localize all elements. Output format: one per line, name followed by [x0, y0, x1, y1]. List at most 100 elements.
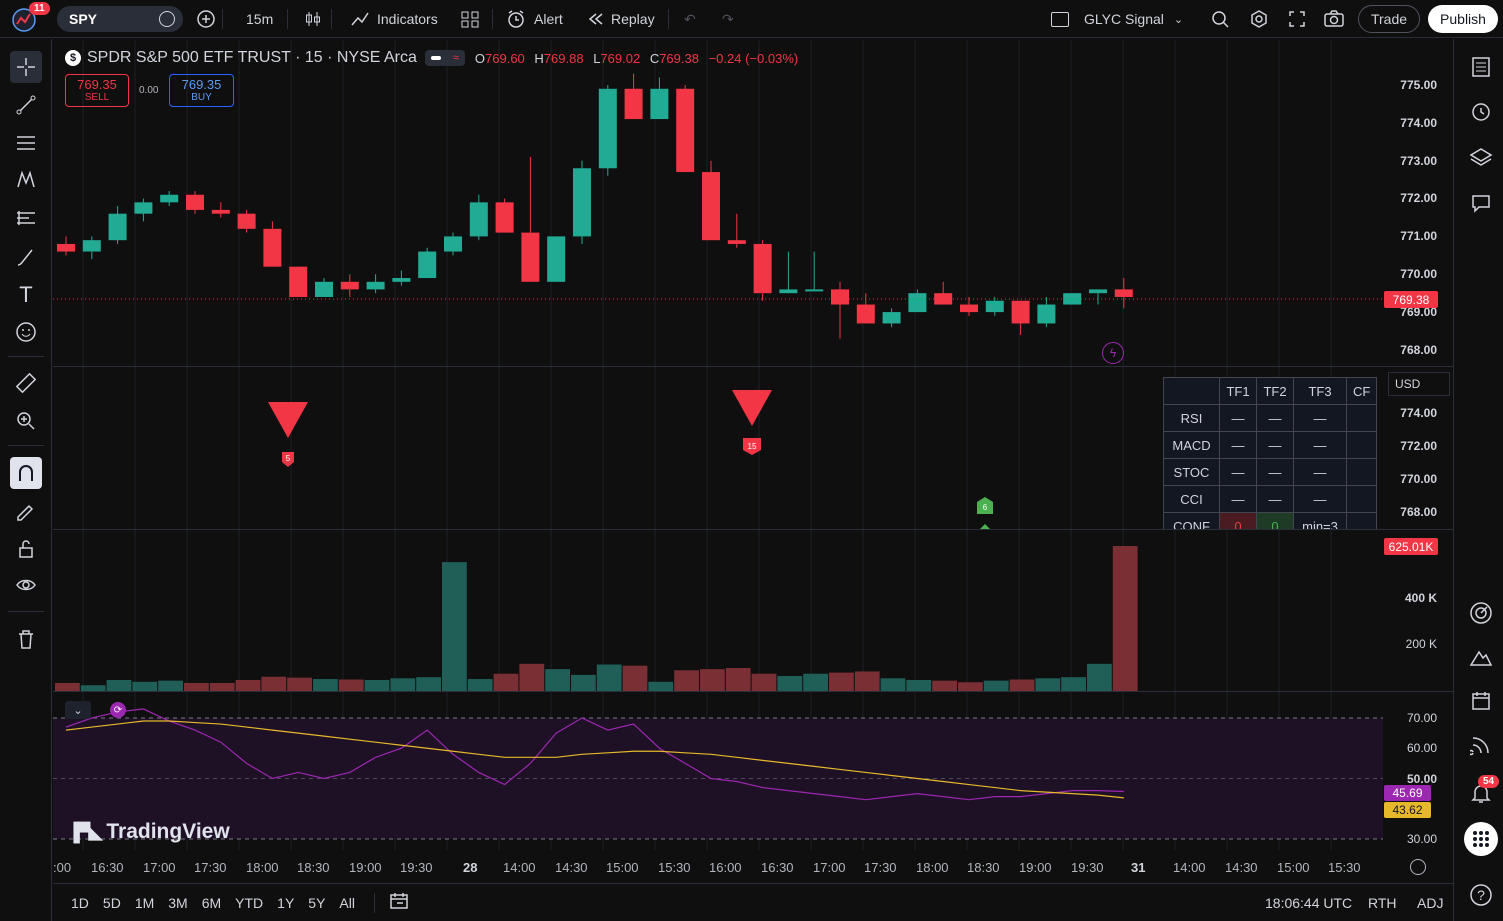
brush-icon[interactable] — [10, 241, 42, 273]
range-1m-button[interactable]: 1M — [134, 894, 155, 911]
sell-signal-count: 5 — [286, 454, 291, 463]
publish-button[interactable]: Publish — [1428, 5, 1498, 33]
buy-button[interactable]: 769.35 BUY — [169, 74, 234, 107]
session-toggle[interactable]: RTH — [1368, 894, 1397, 911]
table-row: RSI — — — — [1163, 404, 1378, 432]
table-row: STOC — — — — [1163, 458, 1378, 486]
table-cell: 0 — [1256, 512, 1294, 529]
lock-drawing-icon[interactable] — [10, 495, 42, 527]
table-header: TF3 — [1293, 377, 1347, 405]
ideas-mountain-icon[interactable] — [1467, 643, 1495, 671]
layers-icon[interactable] — [1467, 143, 1495, 171]
calendar-icon[interactable] — [1467, 687, 1495, 715]
candle-body — [263, 228, 282, 267]
magnet-icon[interactable] — [10, 457, 42, 489]
candle-body — [856, 304, 875, 324]
lightning-icon[interactable]: ϟ — [1102, 342, 1124, 364]
trend-line-icon[interactable] — [10, 89, 42, 121]
redo-icon[interactable]: ↷ — [722, 10, 734, 27]
candle-body — [1089, 289, 1107, 294]
ruler-icon[interactable] — [10, 367, 42, 399]
indicators-icon — [351, 12, 369, 26]
candle-body — [495, 202, 514, 233]
symbol-info-icon[interactable] — [159, 11, 175, 27]
layout-select[interactable]: GLYC Signal ⌄ — [1051, 0, 1183, 38]
fib-icon[interactable] — [10, 202, 42, 234]
unlock-icon[interactable] — [10, 533, 42, 565]
currency-select[interactable]: USD — [1388, 372, 1450, 396]
templates-grid-icon[interactable] — [460, 0, 480, 38]
table-cell: min=3 — [1293, 512, 1347, 529]
user-avatar-icon[interactable] — [10, 4, 40, 34]
visibility-toggle[interactable]: ≈ — [424, 50, 465, 66]
pattern-icon[interactable] — [10, 164, 42, 196]
range-6m-button[interactable]: 6M — [201, 894, 222, 911]
range-ytd-button[interactable]: YTD — [235, 894, 264, 911]
help-icon[interactable]: ? — [1467, 881, 1495, 909]
symbol-search[interactable]: SPY — [57, 6, 183, 32]
broadcast-icon[interactable] — [1467, 731, 1495, 759]
range-all-button[interactable]: All — [339, 894, 355, 911]
volume-bar — [80, 685, 106, 691]
volume-bar — [442, 562, 467, 691]
time-tick: 28 — [463, 860, 478, 875]
candle-body — [392, 278, 411, 282]
table-cell: STOC — [1163, 458, 1220, 486]
compare-add-icon[interactable] — [196, 0, 216, 38]
collapse-pane-icon[interactable]: ⌄ — [65, 701, 91, 719]
volume-bar — [674, 670, 699, 691]
rsi-tick: 70.00 — [1406, 711, 1437, 725]
date-range-icon[interactable] — [389, 892, 409, 913]
chart-area[interactable]: $ SPDR S&P 500 ETF TRUST · 15 · NYSE Arc… — [53, 40, 1453, 882]
emoji-icon[interactable] — [10, 316, 42, 348]
rsi-line — [65, 708, 1124, 801]
interval-button[interactable]: 15m — [246, 11, 274, 27]
candle-style-icon[interactable] — [303, 0, 323, 38]
axis-settings-icon[interactable] — [1410, 859, 1426, 875]
range-5d-button[interactable]: 5D — [102, 894, 121, 911]
sell-button[interactable]: 769.35 SELL — [65, 74, 129, 107]
volume-bar — [932, 680, 957, 691]
eye-icon[interactable] — [10, 569, 42, 601]
time-tick: 19:00 — [349, 860, 382, 875]
sync-icon[interactable]: ⟳ — [110, 702, 126, 718]
candle-body — [108, 213, 127, 241]
range-3m-button[interactable]: 3M — [168, 894, 188, 911]
text-tool-icon[interactable]: T — [19, 282, 33, 307]
apps-grid-icon[interactable] — [1464, 822, 1498, 856]
range-1d-button[interactable]: 1D — [71, 894, 89, 911]
alert-button[interactable]: Alert — [506, 0, 563, 38]
indicators-button[interactable]: Indicators — [350, 0, 438, 38]
quick-search-icon[interactable] — [1210, 0, 1230, 38]
candle-body — [779, 289, 798, 294]
replay-button[interactable]: Replay — [587, 0, 655, 38]
camera-snapshot-icon[interactable] — [1323, 0, 1345, 38]
horizontal-lines-icon[interactable] — [10, 127, 42, 159]
zoom-in-icon[interactable] — [10, 405, 42, 437]
volume-bar — [983, 680, 1009, 691]
symbol-title: SPDR S&P 500 ETF TRUST · 15 · NYSE Arca — [87, 49, 417, 66]
candle-body — [1011, 300, 1030, 324]
trash-icon[interactable] — [10, 623, 42, 655]
settings-gear-icon[interactable] — [1249, 0, 1269, 38]
table-cell — [1345, 458, 1378, 486]
watchlist-icon[interactable] — [1467, 53, 1495, 81]
crosshair-icon[interactable] — [10, 51, 42, 83]
undo-icon[interactable]: ↶ — [684, 10, 696, 27]
trade-button[interactable]: Trade — [1358, 5, 1420, 33]
fullscreen-icon[interactable] — [1287, 0, 1307, 38]
alerts-clock-icon[interactable] — [1467, 97, 1495, 125]
volume-bar — [648, 681, 674, 691]
chart-canvas[interactable] — [53, 40, 1453, 882]
chat-icon[interactable] — [1467, 189, 1495, 217]
adj-toggle[interactable]: ADJ — [1417, 894, 1444, 911]
table-cell: — — [1256, 431, 1294, 459]
target-icon[interactable] — [1467, 599, 1495, 627]
range-1y-button[interactable]: 1Y — [277, 894, 295, 911]
table-cell: CONF — [1163, 512, 1220, 529]
time-tick: 14:30 — [555, 860, 588, 875]
dollar-icon: $ — [65, 50, 81, 66]
alert-label: Alert — [534, 11, 563, 27]
utc-clock[interactable]: 18:06:44 UTC — [1265, 894, 1353, 911]
range-5y-button[interactable]: 5Y — [308, 894, 326, 911]
